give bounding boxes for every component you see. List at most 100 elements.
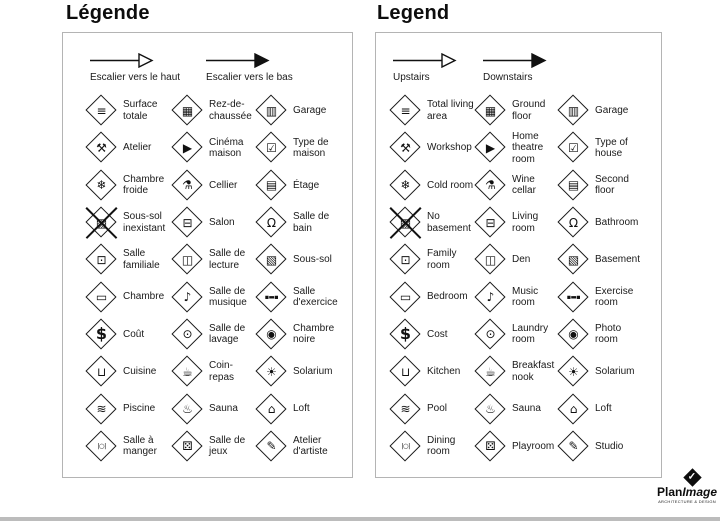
legend-item-family-room: ⊡ Family room xyxy=(389,243,474,276)
legend-item-label: Salle d'exercice xyxy=(293,285,338,309)
cold-room-glyph: ❄ xyxy=(96,178,107,193)
legend-item-label: Cinéma maison xyxy=(209,136,244,159)
legend-item-second-floor: ▤ Second floor xyxy=(557,169,661,202)
kitchen-icon: ⊔ xyxy=(389,355,422,388)
cold-room-glyph: ❄ xyxy=(400,178,411,193)
legend-item-label: Sauna xyxy=(209,403,238,415)
type-of-house-glyph: ☑ xyxy=(568,140,579,155)
legend-item-label: Ground floor xyxy=(512,99,546,122)
legend-item-label: Home theatre room xyxy=(512,130,544,165)
bedroom-glyph: ▭ xyxy=(95,290,108,305)
basement-icon: ▧ xyxy=(557,243,590,276)
laundry-room-icon: ⊙ xyxy=(171,318,204,351)
legend-item-label: Surface totale xyxy=(123,99,158,122)
workshop-icon: ⚒ xyxy=(85,131,118,164)
laundry-room-glyph: ⊙ xyxy=(182,327,193,342)
home-theatre-glyph: ▶ xyxy=(182,140,193,155)
exercise-room-glyph: ▪▬▪ xyxy=(264,292,279,301)
legend-item-label: Sous-sol inexistant xyxy=(123,211,166,234)
legend-item-playroom: ⚄ Salle de jeux xyxy=(171,430,255,463)
legend-item-label: No basement xyxy=(427,211,471,234)
exercise-room-icon: ▪▬▪ xyxy=(255,281,288,314)
exercise-room-glyph: ▪▬▪ xyxy=(566,292,581,301)
legend-item-studio: ✎ Atelier d'artiste xyxy=(255,430,352,463)
legend-item-pool: ≋ Pool xyxy=(389,393,474,426)
legend-item-label: Sous-sol xyxy=(293,254,332,266)
upstairs-arrow-label: Upstairs xyxy=(393,72,430,83)
living-room-glyph: ⊟ xyxy=(485,215,496,230)
sauna-icon: ♨ xyxy=(474,393,507,426)
total-living-area-icon: ≡ xyxy=(85,94,118,127)
legend-item-label: Salle de lecture xyxy=(209,248,246,271)
legend-item-label: Cost xyxy=(427,328,448,340)
sauna-glyph: ♨ xyxy=(485,402,496,417)
legend-item-total-living-area: ≡ Total living area xyxy=(389,94,474,127)
legend-item-workshop: ⚒ Atelier xyxy=(85,131,171,164)
stairs-up-legend: Upstairs xyxy=(393,53,457,83)
legend-item-label: Wine cellar xyxy=(512,173,536,197)
bathroom-icon: Ω xyxy=(557,206,590,239)
legend-item-home-theatre: ▶ Cinéma maison xyxy=(171,131,255,164)
legend-item-studio: ✎ Studio xyxy=(557,430,661,463)
legend-panel-french: Escalier vers le haut Escalier vers le b… xyxy=(62,32,353,478)
living-room-icon: ⊟ xyxy=(474,206,507,239)
legend-item-no-basement: ▨ No basement xyxy=(389,206,474,239)
downstairs-arrow-icon xyxy=(483,53,547,68)
legend-item-home-theatre: ▶ Home theatre room xyxy=(474,131,557,165)
planimage-logo-mark-icon: ✓ xyxy=(683,468,702,487)
legend-item-wine-cellar: ⚗ Wine cellar xyxy=(474,169,557,202)
legend-item-sauna: ♨ Sauna xyxy=(171,393,255,426)
legend-item-living-room: ⊟ Living room xyxy=(474,206,557,239)
legend-item-label: Family room xyxy=(427,248,457,271)
cost-glyph: $ xyxy=(399,324,412,344)
dining-room-icon: |○| xyxy=(389,430,422,463)
downstairs-arrow-label: Downstairs xyxy=(483,72,533,83)
legend-item-no-basement: ▨ Sous-sol inexistant xyxy=(85,206,171,239)
legend-item-label: Type of house xyxy=(595,136,628,159)
legend-item-label: Den xyxy=(512,254,531,266)
pool-icon: ≋ xyxy=(389,393,422,426)
legend-item-label: Laundry room xyxy=(512,323,549,346)
basement-icon: ▧ xyxy=(255,243,288,276)
legend-item-total-living-area: ≡ Surface totale xyxy=(85,94,171,127)
home-theatre-glyph: ▶ xyxy=(485,140,496,155)
type-of-house-glyph: ☑ xyxy=(266,140,277,155)
cold-room-icon: ❄ xyxy=(85,169,118,202)
playroom-glyph: ⚄ xyxy=(485,439,496,454)
legend-grid-french: ≡ Surface totale ▦ Rez-de-chaussée ▥ Garage ⚒ A… xyxy=(63,92,352,465)
ground-floor-glyph: ▦ xyxy=(484,103,497,118)
bedroom-icon: ▭ xyxy=(85,281,118,314)
playroom-glyph: ⚄ xyxy=(182,439,193,454)
legend-item-solarium: ☀ Solarium xyxy=(255,355,352,388)
legend-item-label: Solarium xyxy=(595,366,635,378)
exercise-room-icon: ▪▬▪ xyxy=(557,281,590,314)
legend-item-garage: ▥ Garage xyxy=(255,94,352,127)
legend-item-pool: ≋ Piscine xyxy=(85,393,171,426)
legend-item-music-room: ♪ Music room xyxy=(474,281,557,314)
garage-icon: ▥ xyxy=(255,94,288,127)
studio-glyph: ✎ xyxy=(266,439,277,454)
logo-brand-bold: Plan xyxy=(656,485,683,499)
loft-glyph: ⌂ xyxy=(569,402,578,417)
legend-item-exercise-room: ▪▬▪ Exercise room xyxy=(557,281,661,314)
music-room-glyph: ♪ xyxy=(486,290,495,305)
legend-item-label: Coût xyxy=(123,328,145,340)
legend-item-garage: ▥ Garage xyxy=(557,94,661,127)
sauna-glyph: ♨ xyxy=(182,402,193,417)
wine-cellar-icon: ⚗ xyxy=(474,169,507,202)
legend-item-solarium: ☀ Solarium xyxy=(557,355,661,388)
den-glyph: ◫ xyxy=(181,252,194,267)
legend-item-label: Breakfast nook xyxy=(512,360,555,383)
family-room-glyph: ⊡ xyxy=(96,252,107,267)
bathroom-glyph: Ω xyxy=(266,215,277,230)
legend-item-label: Solarium xyxy=(293,366,333,378)
legend-item-cold-room: ❄ Cold room xyxy=(389,169,474,202)
photo-room-glyph: ◉ xyxy=(568,327,579,342)
legend-item-bedroom: ▭ Chambre xyxy=(85,281,171,314)
legend-item-bathroom: Ω Bathroom xyxy=(557,206,661,239)
stair-arrows-row: Escalier vers le haut Escalier vers le b… xyxy=(63,53,352,83)
breakfast-nook-icon: ☕ xyxy=(474,355,507,388)
legend-item-ground-floor: ▦ Ground floor xyxy=(474,94,557,127)
cross-out-mark xyxy=(389,206,422,239)
legend-item-label: Chambre froide xyxy=(123,173,165,197)
